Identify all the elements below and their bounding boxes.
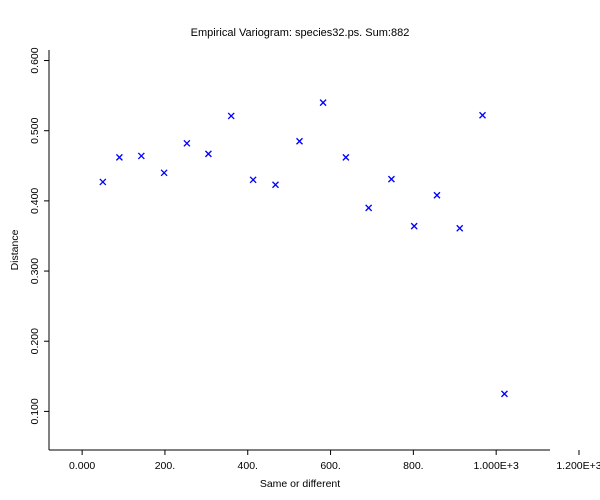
y-tick-label: 0.500 xyxy=(29,117,41,143)
y-tick-label: 0.100 xyxy=(29,398,41,424)
y-tick-label: 0.400 xyxy=(29,188,41,214)
data-point xyxy=(387,175,395,183)
data-point xyxy=(183,139,191,147)
x-tick-label: 1.200E+3 xyxy=(556,460,600,472)
data-point xyxy=(500,390,508,398)
y-axis-ticks: 0.100 0.200 0.300 0.400 0.500 0.600 xyxy=(29,47,49,425)
data-point xyxy=(479,111,486,119)
y-axis-label: Distance xyxy=(9,229,21,270)
x-tick-label: 800. xyxy=(403,460,423,472)
data-point xyxy=(204,150,212,158)
data-point xyxy=(410,222,418,230)
data-point xyxy=(249,176,257,184)
x-tick-label: 1.000E+3 xyxy=(474,460,519,472)
data-point xyxy=(296,137,303,145)
x-axis-label: Same or different xyxy=(260,478,340,490)
data-point xyxy=(137,152,145,160)
data-point xyxy=(319,99,327,107)
chart-title: Empirical Variogram: species32.ps. Sum:8… xyxy=(191,27,410,39)
data-point xyxy=(160,169,168,177)
x-tick-label: 600. xyxy=(320,460,340,472)
data-points xyxy=(99,99,508,398)
data-point xyxy=(227,112,235,120)
data-point xyxy=(365,204,373,212)
y-tick-label: 0.200 xyxy=(29,328,41,354)
data-point xyxy=(115,153,123,161)
data-point xyxy=(342,153,350,161)
y-tick-label: 0.600 xyxy=(29,47,41,73)
x-axis-ticks: 0.000 200. 400. 600. 800. 1.000E+3 1.200E+3 xyxy=(69,450,600,472)
x-tick-label: 0.000 xyxy=(69,460,95,472)
data-point xyxy=(456,224,464,232)
y-tick-label: 0.300 xyxy=(29,258,41,284)
data-point xyxy=(272,181,279,189)
data-point xyxy=(433,191,441,199)
x-tick-label: 400. xyxy=(238,460,258,472)
data-point xyxy=(99,178,107,186)
x-tick-label: 200. xyxy=(155,460,175,472)
